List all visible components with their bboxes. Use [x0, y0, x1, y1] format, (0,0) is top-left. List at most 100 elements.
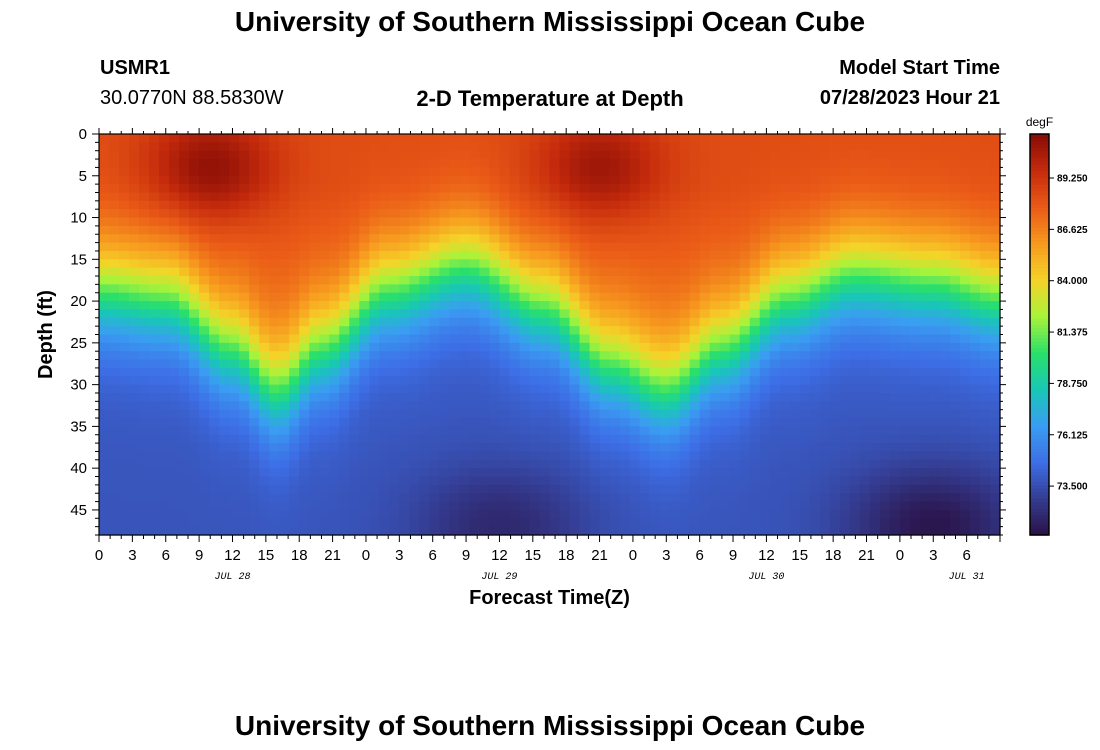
- heatmap-cell: [749, 468, 761, 478]
- heatmap-cell: [109, 334, 120, 344]
- heatmap-cell: [739, 192, 751, 202]
- heatmap-cell: [339, 317, 350, 327]
- heatmap-cell: [479, 334, 491, 344]
- heatmap-cell: [109, 351, 120, 361]
- heatmap-cell: [639, 317, 651, 327]
- heatmap-cell: [489, 526, 501, 536]
- heatmap-cell: [669, 351, 681, 361]
- heatmap-cell: [869, 142, 881, 152]
- heatmap-cell: [839, 359, 851, 369]
- heatmap-cell: [149, 476, 160, 486]
- heatmap-cell: [519, 276, 531, 285]
- heatmap-cell: [139, 384, 150, 394]
- heatmap-cell: [739, 309, 751, 319]
- heatmap-cell: [329, 434, 340, 444]
- heatmap-cell: [849, 501, 861, 511]
- heatmap-cell: [449, 342, 460, 352]
- heatmap-cell: [699, 242, 711, 252]
- heatmap-cell: [689, 209, 701, 219]
- heatmap-cell: [949, 418, 961, 427]
- heatmap-cell: [669, 192, 681, 202]
- heatmap-cell: [229, 301, 240, 311]
- heatmap-cell: [159, 276, 170, 285]
- heatmap-cell: [989, 259, 1001, 269]
- heatmap-cell: [949, 301, 961, 311]
- heatmap-cell: [149, 167, 160, 177]
- heatmap-cell: [139, 409, 150, 419]
- heatmap-cell: [189, 175, 200, 185]
- heatmap-cell: [499, 301, 511, 311]
- heatmap-cell: [529, 434, 541, 444]
- heatmap-cell: [239, 259, 250, 269]
- heatmap-cell: [939, 401, 951, 411]
- heatmap-cell: [119, 501, 130, 511]
- heatmap-cell: [909, 326, 921, 336]
- heatmap-cell: [899, 200, 911, 210]
- heatmap-cell: [589, 409, 601, 419]
- heatmap-cell: [499, 334, 511, 344]
- heatmap-cell: [499, 209, 511, 219]
- heatmap-cell: [559, 468, 571, 478]
- heatmap-cell: [599, 384, 611, 394]
- heatmap-cell: [189, 192, 200, 202]
- heatmap-cell: [649, 175, 661, 185]
- heatmap-cell: [219, 259, 230, 269]
- heatmap-cell: [579, 184, 591, 194]
- heatmap-cell: [709, 401, 721, 411]
- heatmap-cell: [259, 301, 270, 311]
- heatmap-cell: [899, 526, 911, 536]
- heatmap-cell: [839, 526, 851, 536]
- heatmap-cell: [829, 526, 841, 536]
- heatmap-cell: [179, 451, 190, 461]
- heatmap-cell: [399, 526, 410, 536]
- heatmap-cell: [789, 259, 801, 269]
- heatmap-cell: [699, 184, 711, 194]
- heatmap-cell: [719, 401, 731, 411]
- heatmap-cell: [429, 317, 440, 327]
- heatmap-cell: [419, 518, 430, 528]
- heatmap-cell: [699, 418, 711, 427]
- heatmap-cell: [109, 526, 120, 536]
- heatmap-cell: [129, 184, 140, 194]
- heatmap-cell: [579, 518, 591, 528]
- heatmap-cell: [589, 451, 601, 461]
- heatmap-cell: [769, 418, 781, 427]
- heatmap-cell: [819, 309, 831, 319]
- heatmap-cell: [399, 359, 410, 369]
- heatmap-cell: [129, 526, 140, 536]
- heatmap-cell: [119, 493, 130, 503]
- heatmap-cell: [899, 150, 911, 160]
- heatmap-cell: [809, 184, 821, 194]
- heatmap-cell: [379, 301, 390, 311]
- heatmap-cell: [229, 384, 240, 394]
- heatmap-cell: [599, 200, 611, 210]
- heatmap-cell: [499, 217, 511, 227]
- heatmap-cell: [449, 134, 460, 143]
- heatmap-cell: [749, 434, 761, 444]
- heatmap-cell: [969, 418, 981, 427]
- heatmap-cell: [749, 309, 761, 319]
- heatmap-cell: [219, 317, 230, 327]
- heatmap-cell: [389, 493, 400, 503]
- heatmap-cell: [229, 259, 240, 269]
- heatmap-cell: [899, 409, 911, 419]
- heatmap-cell: [499, 200, 511, 210]
- heatmap-cell: [549, 401, 561, 411]
- heatmap-cell: [569, 301, 581, 311]
- heatmap-cell: [739, 326, 751, 336]
- heatmap-cell: [859, 167, 871, 177]
- heatmap-cell: [759, 493, 771, 503]
- heatmap-cell: [429, 175, 440, 185]
- heatmap-cell: [839, 276, 851, 285]
- heatmap-cell: [799, 309, 811, 319]
- heatmap-cell: [969, 309, 981, 319]
- heatmap-cell: [639, 192, 651, 202]
- heatmap-cell: [229, 376, 240, 386]
- heatmap-cell: [139, 142, 150, 152]
- heatmap-cell: [789, 225, 801, 235]
- heatmap-cell: [479, 150, 491, 160]
- heatmap-cell: [889, 209, 901, 219]
- heatmap-cell: [449, 234, 460, 244]
- heatmap-cell: [579, 217, 591, 227]
- heatmap-cell: [229, 367, 240, 377]
